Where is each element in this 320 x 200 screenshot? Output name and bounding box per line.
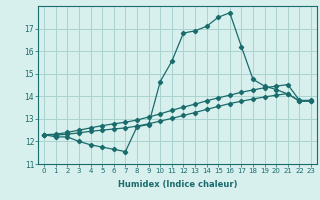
X-axis label: Humidex (Indice chaleur): Humidex (Indice chaleur) (118, 180, 237, 189)
